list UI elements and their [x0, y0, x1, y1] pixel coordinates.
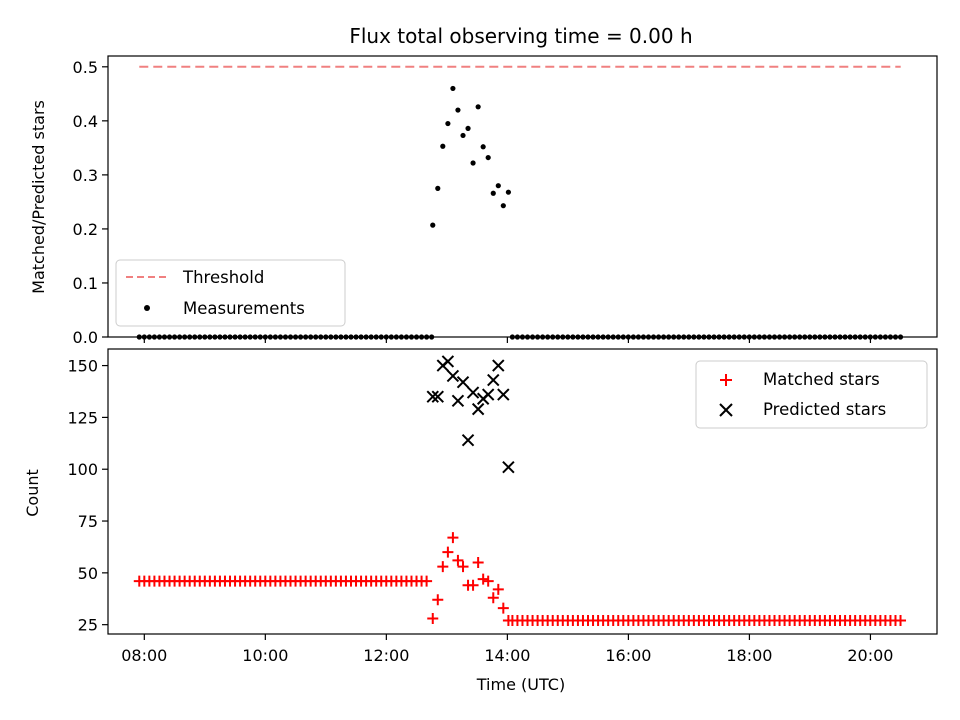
data-point: [466, 386, 480, 399]
data-point: [421, 575, 433, 587]
data-point: [430, 222, 436, 228]
top-panel: 0.0 0.1 0.2 0.3 0.4 0.5 Matched/Predicted sta…: [29, 55, 938, 347]
y-tick-label: 0.0: [73, 328, 98, 347]
y-tick-label: 75: [78, 512, 98, 531]
bottom-y-ticks: 25 50 75 100 125 150: [67, 357, 108, 635]
data-point: [497, 388, 510, 401]
y-tick-label: 0.3: [73, 166, 98, 185]
data-point: [442, 546, 454, 558]
x-tick-label: 14:00: [484, 646, 530, 665]
data-point: [471, 402, 485, 416]
legend-measurements-label: Measurements: [183, 299, 305, 318]
x-tick-label: 08:00: [121, 646, 167, 665]
data-point: [432, 594, 444, 606]
data-point: [485, 154, 491, 161]
bottom-legend: Matched stars Predicted stars: [695, 360, 928, 429]
data-point: [502, 615, 514, 627]
data-point: [457, 561, 469, 573]
data-point: [492, 583, 504, 595]
data-point: [502, 460, 515, 474]
data-point: [445, 120, 451, 127]
data-point: [465, 125, 471, 132]
data-point: [477, 573, 489, 585]
y-tick-label: 0.5: [73, 58, 98, 77]
data-point: [895, 615, 907, 627]
data-point: [475, 104, 481, 110]
y-tick-label: 100: [67, 460, 98, 479]
data-point: [467, 579, 479, 591]
bottom-y-axis-label: Count: [23, 469, 42, 517]
data-point: [500, 203, 506, 209]
data-point: [470, 160, 476, 166]
data-point: [450, 85, 456, 92]
data-point: [446, 369, 460, 383]
data-point: [490, 190, 496, 196]
data-point: [456, 375, 470, 389]
y-tick-label: 150: [67, 357, 98, 376]
x-tick-label: 16:00: [605, 646, 651, 665]
legend-measurements-swatch: [144, 305, 150, 311]
bottom-axes-frame: [107, 348, 938, 635]
top-x-ticks: [143, 337, 872, 343]
y-tick-label: 25: [78, 616, 98, 635]
data-point: [472, 556, 484, 568]
data-point: [461, 433, 475, 447]
y-tick-label: 0.4: [73, 112, 98, 131]
bottom-panel: 25 50 75 100 125 150 08:00 10:00 12:00 14:00 16:0…: [23, 348, 938, 694]
legend-predicted-swatch: [719, 403, 733, 417]
data-point: [487, 592, 499, 604]
legend-threshold-label: Threshold: [182, 268, 264, 287]
data-point: [481, 388, 495, 401]
y-tick-label: 50: [78, 564, 98, 583]
data-point: [505, 189, 512, 195]
top-y-ticks: 0.0 0.1 0.2 0.3 0.4 0.5: [73, 58, 108, 347]
x-tick-label: 20:00: [847, 646, 893, 665]
x-tick-label: 18:00: [726, 646, 772, 665]
bottom-data-marks: [133, 355, 907, 627]
data-point: [426, 390, 439, 403]
y-tick-label: 0.2: [73, 220, 98, 239]
series-2: [426, 355, 515, 474]
data-point: [455, 107, 461, 113]
x-tick-label: 12:00: [363, 646, 409, 665]
x-axis-label: Time (UTC): [476, 675, 565, 694]
legend-matched-swatch: [720, 374, 732, 386]
data-point: [487, 373, 500, 387]
y-tick-label: 125: [67, 408, 98, 427]
data-point: [447, 532, 459, 544]
data-point: [492, 359, 505, 372]
top-y-axis-label: Matched/Predicted stars: [29, 100, 48, 294]
chart-title: Flux total observing time = 0.00 h: [349, 24, 692, 48]
x-tick-label: 10:00: [242, 646, 288, 665]
data-point: [495, 183, 501, 189]
data-point: [451, 394, 465, 408]
y-tick-label: 0.1: [73, 274, 98, 293]
data-point: [497, 602, 509, 614]
data-point: [437, 561, 449, 573]
data-point: [435, 185, 441, 191]
data-point: [427, 612, 439, 624]
data-point: [441, 355, 455, 368]
data-point: [480, 144, 486, 150]
data-point: [440, 143, 446, 149]
data-point: [431, 390, 444, 403]
bottom-x-ticks: 08:00 10:00 12:00 14:00 16:00 18:00 20:00: [121, 634, 893, 665]
top-axes-frame: [107, 55, 938, 338]
data-point: [452, 554, 464, 566]
data-point: [460, 132, 466, 139]
series-1: [133, 532, 907, 627]
legend-matched-label: Matched stars: [763, 370, 880, 389]
top-legend: Threshold Measurements: [115, 259, 346, 327]
data-point: [482, 575, 494, 587]
legend-predicted-label: Predicted stars: [763, 400, 886, 419]
